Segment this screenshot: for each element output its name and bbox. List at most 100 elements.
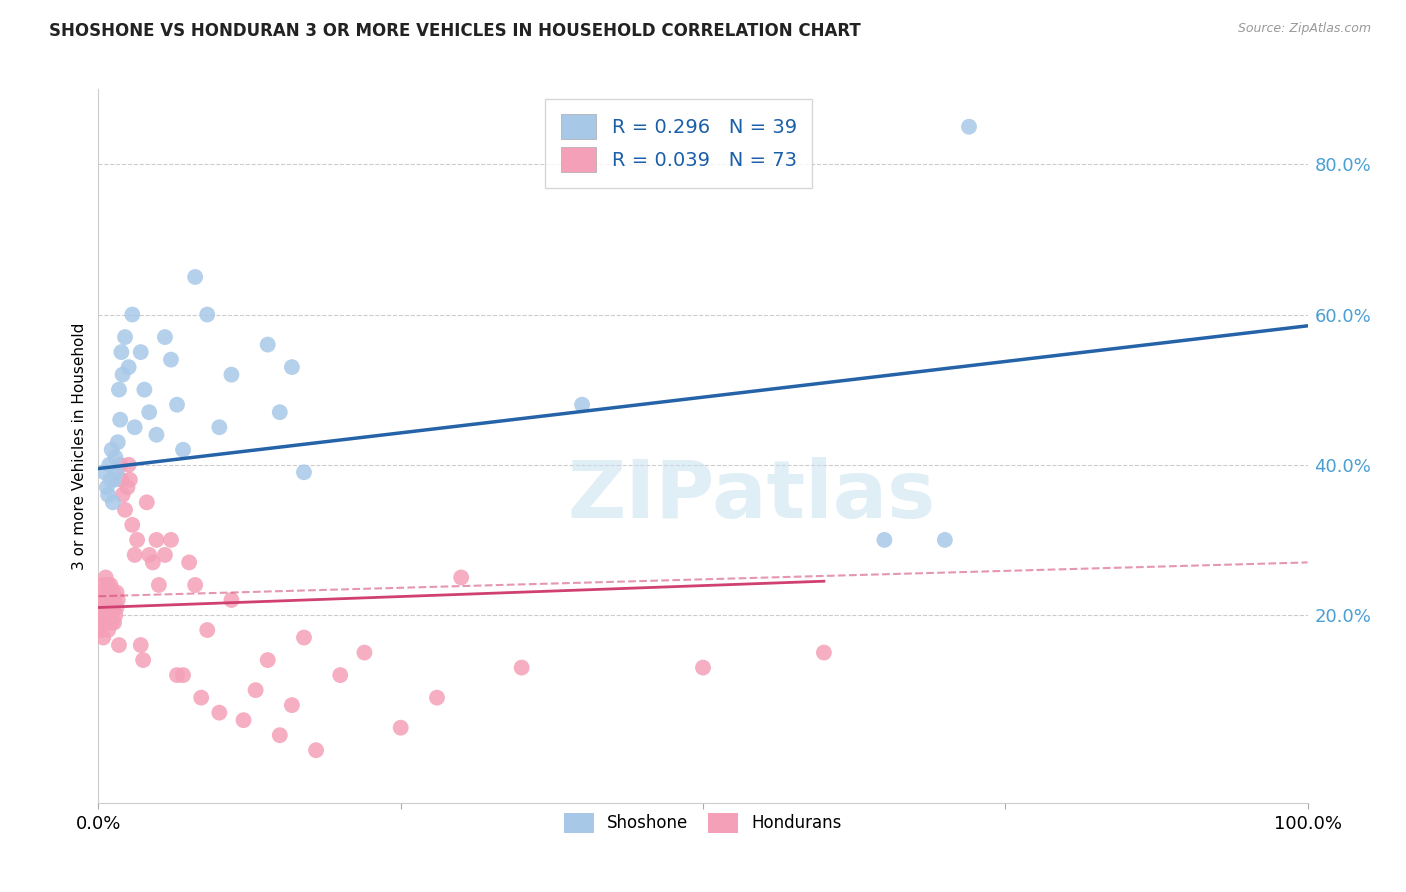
Point	[957, 120, 980, 134]
Point	[93, 593, 115, 607]
Point	[121, 517, 143, 532]
Point	[166, 398, 188, 412]
Point	[118, 458, 141, 472]
Point	[96, 607, 118, 622]
Point	[93, 465, 115, 479]
Point	[135, 495, 157, 509]
Point	[100, 593, 122, 607]
Point	[571, 398, 593, 412]
Point	[108, 458, 131, 472]
Point	[129, 345, 152, 359]
Point	[281, 360, 304, 375]
Point	[184, 270, 207, 285]
Point	[813, 646, 835, 660]
Point	[426, 690, 449, 705]
Text: SHOSHONE VS HONDURAN 3 OR MORE VEHICLES IN HOUSEHOLD CORRELATION CHART: SHOSHONE VS HONDURAN 3 OR MORE VEHICLES …	[49, 22, 860, 40]
Point	[100, 442, 122, 457]
Point	[208, 420, 231, 434]
Point	[108, 383, 131, 397]
Point	[269, 728, 291, 742]
Point	[142, 556, 165, 570]
Point	[108, 638, 131, 652]
Point	[103, 473, 125, 487]
Point	[208, 706, 231, 720]
Point	[91, 578, 114, 592]
Point	[232, 713, 254, 727]
Point	[98, 585, 121, 599]
Point	[103, 593, 125, 607]
Point	[96, 480, 118, 494]
Point	[138, 548, 160, 562]
Point	[100, 607, 122, 622]
Point	[100, 615, 122, 630]
Point	[256, 337, 278, 351]
Point	[91, 593, 114, 607]
Point	[184, 578, 207, 592]
Point	[105, 585, 128, 599]
Point	[124, 420, 146, 434]
Point	[190, 690, 212, 705]
Point	[94, 615, 117, 630]
Point	[104, 450, 127, 465]
Point	[245, 683, 267, 698]
Point	[117, 480, 139, 494]
Point	[89, 600, 111, 615]
Text: ZIPatlas: ZIPatlas	[567, 457, 935, 535]
Point	[91, 631, 114, 645]
Point	[353, 646, 375, 660]
Point	[292, 631, 315, 645]
Y-axis label: 3 or more Vehicles in Household: 3 or more Vehicles in Household	[72, 322, 87, 570]
Point	[111, 368, 134, 382]
Point	[148, 578, 170, 592]
Point	[107, 435, 129, 450]
Point	[103, 615, 125, 630]
Point	[94, 570, 117, 584]
Point	[138, 405, 160, 419]
Point	[89, 615, 111, 630]
Point	[97, 623, 120, 637]
Point	[145, 427, 167, 442]
Point	[98, 458, 121, 472]
Point	[124, 548, 146, 562]
Point	[121, 308, 143, 322]
Point	[172, 442, 194, 457]
Text: Source: ZipAtlas.com: Source: ZipAtlas.com	[1237, 22, 1371, 36]
Point	[153, 330, 176, 344]
Point	[101, 600, 124, 615]
Point	[281, 698, 304, 713]
Point	[160, 533, 183, 547]
Point	[114, 503, 136, 517]
Point	[269, 405, 291, 419]
Point	[127, 533, 149, 547]
Point	[134, 383, 156, 397]
Point	[101, 495, 124, 509]
Point	[108, 413, 131, 427]
Point	[90, 623, 112, 637]
Point	[114, 330, 136, 344]
Point	[153, 548, 176, 562]
Point	[195, 308, 218, 322]
Point	[110, 345, 132, 359]
Point	[105, 465, 128, 479]
Point	[221, 368, 243, 382]
Point	[118, 360, 141, 375]
Point	[179, 556, 201, 570]
Point	[292, 465, 315, 479]
Point	[160, 352, 183, 367]
Point	[389, 721, 412, 735]
Point	[305, 743, 328, 757]
Point	[96, 593, 118, 607]
Point	[118, 473, 141, 487]
Point	[93, 607, 115, 622]
Point	[129, 638, 152, 652]
Point	[450, 570, 472, 584]
Point	[90, 585, 112, 599]
Legend: Shoshone, Hondurans: Shoshone, Hondurans	[555, 805, 851, 841]
Point	[98, 600, 121, 615]
Point	[510, 660, 533, 674]
Point	[166, 668, 188, 682]
Point	[132, 653, 155, 667]
Point	[172, 668, 194, 682]
Point	[100, 473, 122, 487]
Point	[221, 593, 243, 607]
